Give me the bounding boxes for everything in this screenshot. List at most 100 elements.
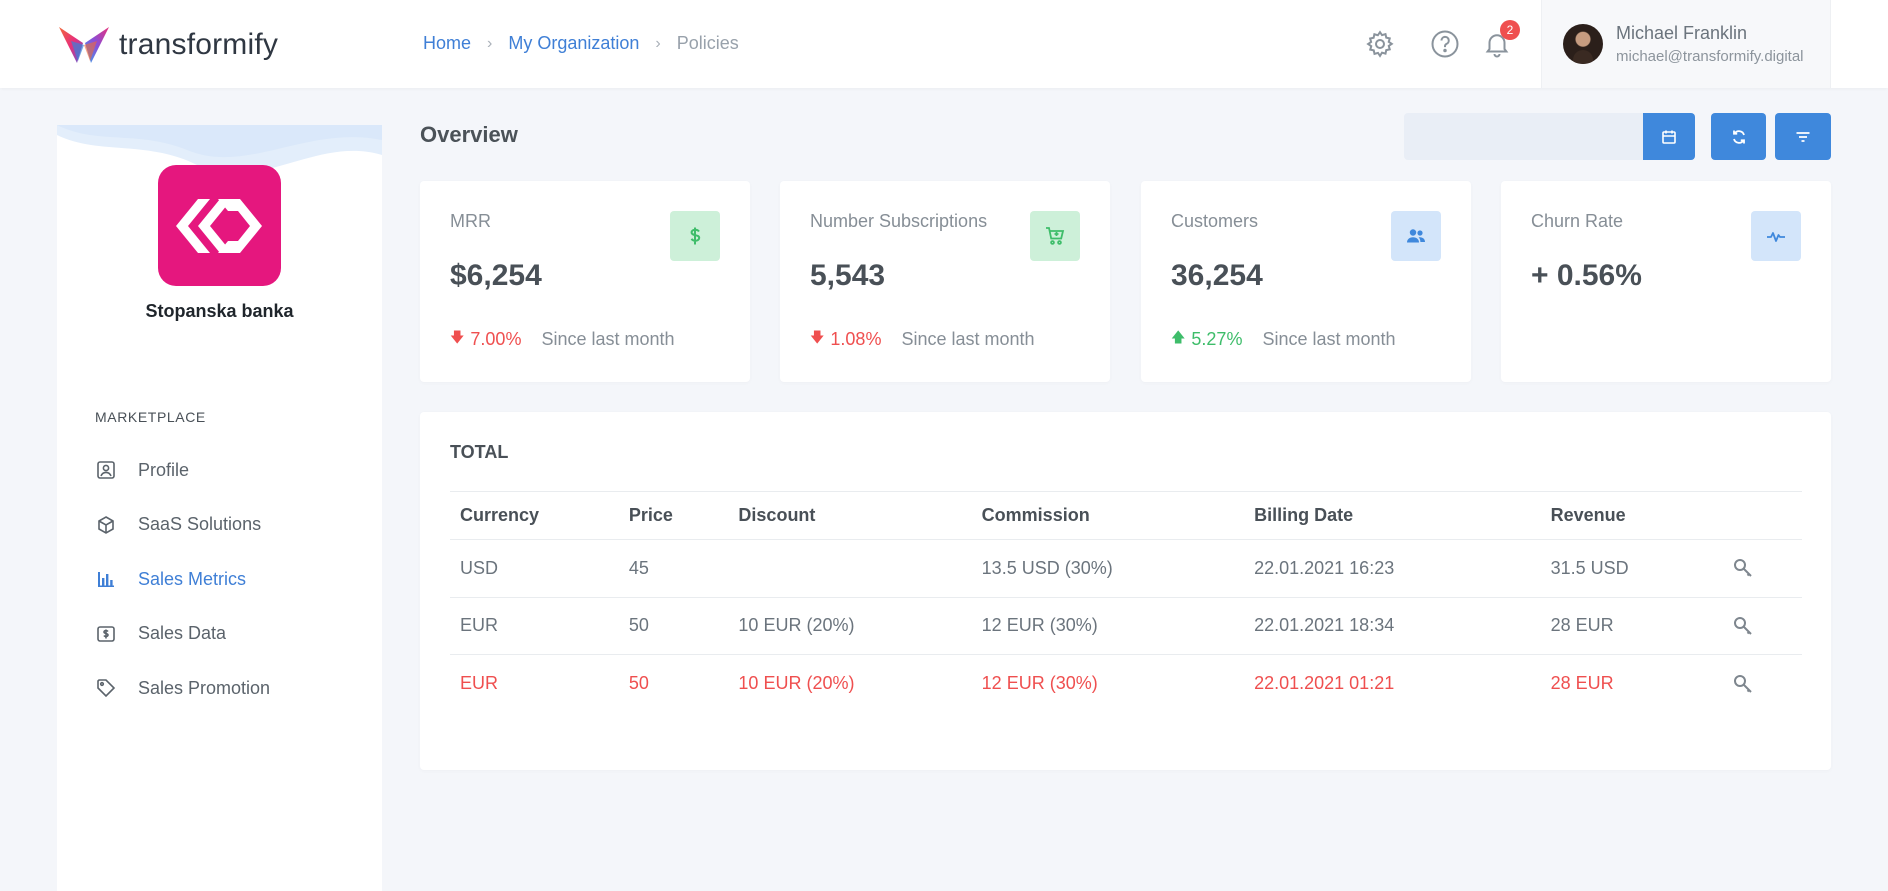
butterfly-logo-icon <box>59 27 109 63</box>
chevron-right-icon: › <box>487 34 493 52</box>
cell-currency: EUR <box>450 597 619 655</box>
org-brand-icon <box>175 198 262 253</box>
gear-icon <box>1366 30 1394 58</box>
column-header-price[interactable]: Price <box>618 491 729 540</box>
filter-icon <box>1796 131 1810 142</box>
metric-card-customers: Customers 36,254 🡅 5.27% Since last mont… <box>1141 181 1471 382</box>
total-panel: TOTAL Currency Price Discount Commission… <box>420 412 1831 770</box>
card-value: 5,543 <box>810 259 886 292</box>
view-button[interactable] <box>1721 597 1802 655</box>
pulse-icon <box>1751 211 1801 261</box>
cell-revenue: 28 EUR <box>1540 597 1722 655</box>
trend-since: Since last month <box>541 328 675 349</box>
notifications-button[interactable] <box>1481 28 1513 60</box>
card-label: Churn Rate <box>1531 211 1624 231</box>
decorative-wave <box>57 125 382 174</box>
avatar <box>1563 24 1603 64</box>
column-header-actions <box>1721 491 1802 540</box>
sidebar-item-label: Sales Promotion <box>138 677 271 698</box>
card-label: MRR <box>450 211 491 231</box>
revenue-table: Currency Price Discount Commission Billi… <box>450 491 1802 712</box>
table-header-row: Currency Price Discount Commission Billi… <box>450 491 1802 540</box>
card-value: 36,254 <box>1171 259 1263 292</box>
cell-price: 50 <box>628 673 649 693</box>
arrow-up-icon: 🡅 <box>1171 329 1186 345</box>
org-logo <box>158 165 281 286</box>
settings-button[interactable] <box>1364 28 1396 60</box>
trend-value: 7.00% <box>470 328 522 349</box>
card-label: Number Subscriptions <box>810 211 988 231</box>
sidebar: Stopanska banka MARKETPLACE Profile SaaS… <box>57 125 382 891</box>
sidebar-item-sales-promotion[interactable]: Sales Promotion <box>95 661 270 716</box>
cell-billing-date: 22.01.2021 18:34 <box>1244 597 1541 655</box>
cell-currency: EUR <box>460 673 499 693</box>
sidebar-item-label: SaaS Solutions <box>138 514 262 535</box>
sidebar-item-label: Profile <box>138 459 190 480</box>
user-email: michael@transformify.digital <box>1616 48 1804 65</box>
column-header-commission[interactable]: Commission <box>971 491 1245 540</box>
breadcrumb: Home › My Organization › Policies <box>423 33 739 54</box>
user-menu[interactable]: Michael Franklin michael@transformify.di… <box>1541 0 1831 88</box>
tag-icon <box>95 677 117 699</box>
arrow-down-icon: 🡇 <box>450 329 465 345</box>
sidebar-item-saas-solutions[interactable]: SaaS Solutions <box>95 498 270 553</box>
notification-badge: 2 <box>1500 20 1520 40</box>
column-header-currency[interactable]: Currency <box>450 491 619 540</box>
table-row: USD 45 13.5 USD (30%) 22.01.2021 16:23 3… <box>450 539 1802 598</box>
cell-currency: USD <box>450 539 619 598</box>
trend-since: Since last month <box>1262 328 1396 349</box>
section-label-marketplace: MARKETPLACE <box>95 409 206 425</box>
column-header-revenue[interactable]: Revenue <box>1540 491 1722 540</box>
view-button[interactable] <box>1722 655 1802 713</box>
sidebar-nav: Profile SaaS Solutions Sale <box>95 443 270 716</box>
sidebar-item-profile[interactable]: Profile <box>95 443 270 498</box>
users-icon <box>1391 211 1441 261</box>
card-trend: 🡅 5.27% Since last month <box>1171 327 1396 351</box>
cell-commission: 13.5 USD (30%) <box>971 539 1245 598</box>
profile-icon <box>95 459 117 481</box>
page-title: Overview <box>420 122 518 147</box>
column-header-billing-date[interactable]: Billing Date <box>1244 491 1541 540</box>
box-icon <box>95 514 117 536</box>
view-button[interactable] <box>1721 539 1802 598</box>
card-value: + 0.56% <box>1531 259 1642 292</box>
calendar-button[interactable] <box>1643 113 1695 160</box>
sidebar-item-label: Sales Metrics <box>138 568 247 589</box>
metric-card-churn-rate: Churn Rate + 0.56% <box>1501 181 1831 382</box>
refresh-icon <box>1732 129 1745 144</box>
calendar-icon <box>1662 130 1676 144</box>
cell-billing-date: 22.01.2021 01:21 <box>1254 673 1395 693</box>
cell-billing-date: 22.01.2021 16:23 <box>1244 539 1541 598</box>
cell-discount <box>728 539 972 598</box>
refresh-button[interactable] <box>1711 113 1766 160</box>
cell-revenue: 31.5 USD <box>1540 539 1722 598</box>
cell-price: 45 <box>618 539 729 598</box>
card-trend: 🡇 1.08% Since last month <box>810 327 1035 351</box>
brand-logo[interactable]: transformify <box>57 24 278 66</box>
magnifier-icon <box>1733 674 1752 693</box>
breadcrumb-policies: Policies <box>676 33 739 53</box>
cart-icon <box>1030 211 1080 261</box>
top-bar: transformify Home › My Organization › Po… <box>0 0 1888 88</box>
column-header-discount[interactable]: Discount <box>728 491 972 540</box>
bar-chart-icon <box>95 568 117 590</box>
sidebar-item-sales-data[interactable]: Sales Data <box>95 607 270 662</box>
breadcrumb-home[interactable]: Home <box>423 33 472 53</box>
table-row-highlighted: EUR 50 10 EUR (20%) 12 EUR (30%) 22.01.2… <box>450 655 1802 713</box>
date-range-input[interactable] <box>1404 113 1644 160</box>
sidebar-item-label: Sales Data <box>138 623 227 644</box>
bell-icon <box>1485 34 1509 58</box>
breadcrumb-my-organization[interactable]: My Organization <box>508 33 640 53</box>
org-name: Stopanska banka <box>145 301 294 321</box>
card-trend: 🡇 7.00% Since last month <box>450 327 675 351</box>
filter-button[interactable] <box>1775 113 1831 160</box>
table-row: EUR 50 10 EUR (20%) 12 EUR (30%) 22.01.2… <box>450 597 1802 655</box>
arrow-down-icon: 🡇 <box>810 329 825 345</box>
magnifier-icon <box>1733 559 1752 577</box>
card-label: Customers <box>1171 211 1259 231</box>
help-icon <box>1431 30 1459 58</box>
trend-value: 1.08% <box>830 328 882 349</box>
sidebar-item-sales-metrics[interactable]: Sales Metrics <box>95 552 270 607</box>
help-button[interactable] <box>1429 28 1461 60</box>
cell-discount: 10 EUR (20%) <box>738 673 855 693</box>
